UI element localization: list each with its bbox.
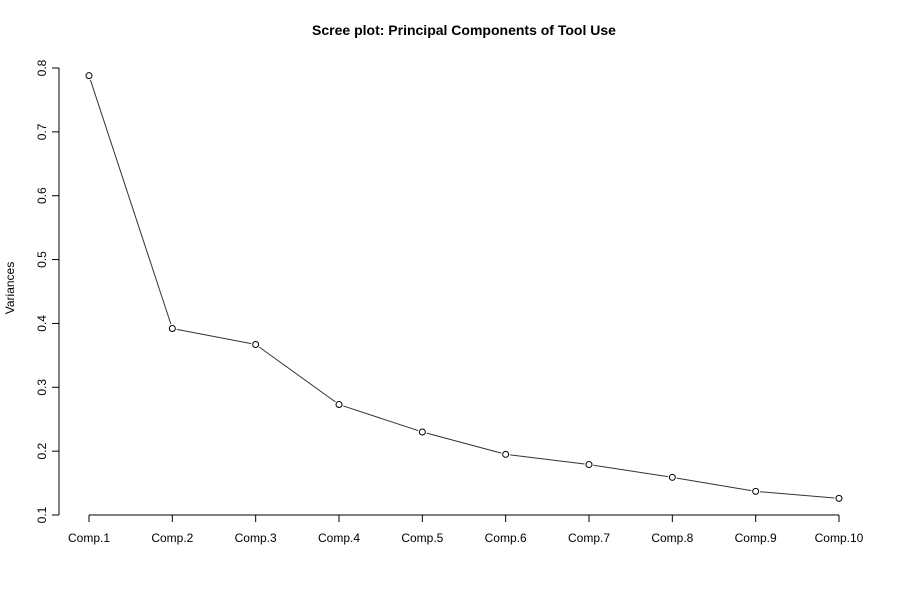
data-point [335,401,343,409]
y-tick-label: 0.1 [35,506,49,523]
series-segment [510,454,585,465]
y-tick-label: 0.2 [35,442,49,459]
series-segment [426,432,502,454]
x-axis: Comp.1 Comp.2 Comp.3 Comp.4 Comp.5 Comp.6 Comp… [68,514,864,545]
y-axis: 0.1 0.2 0.3 0.4 0.5 0.6 0.7 0.8 [35,59,60,523]
x-tick-label: Comp.6 [485,531,527,545]
series-segment [760,491,835,499]
y-tick-label: 0.6 [35,187,49,204]
y-tick-label: 0.3 [35,379,49,396]
series-segment [593,464,668,478]
chart-title: Scree plot: Principal Components of Tool… [312,22,616,38]
data-point [835,494,843,502]
y-tick-label: 0.8 [35,59,49,76]
data-point [585,461,593,469]
data-point [752,487,760,495]
y-tick-label: 0.4 [35,315,49,332]
series-segment [176,328,252,345]
data-point [668,473,676,481]
x-tick-label: Comp.9 [735,531,777,545]
x-tick-label: Comp.7 [568,531,610,545]
x-tick-label: Comp.1 [68,531,110,545]
data-point [418,428,426,436]
data-point [502,450,510,458]
series-segment [343,405,419,432]
x-tick-label: Comp.5 [401,531,443,545]
x-tick-label: Comp.10 [815,531,864,545]
series-variances [85,72,843,502]
series-segment [89,79,172,325]
series-segment [259,346,336,403]
y-axis-label: Variances [3,262,17,314]
y-tick-label: 0.7 [35,123,49,140]
series-segment [676,477,752,492]
data-point [168,325,176,333]
data-point [252,341,260,349]
x-tick-label: Comp.4 [318,531,360,545]
x-tick-label: Comp.3 [235,531,277,545]
y-tick-label: 0.5 [35,251,49,268]
x-tick-label: Comp.2 [151,531,193,545]
x-tick-label: Comp.8 [651,531,693,545]
data-point [85,72,93,80]
